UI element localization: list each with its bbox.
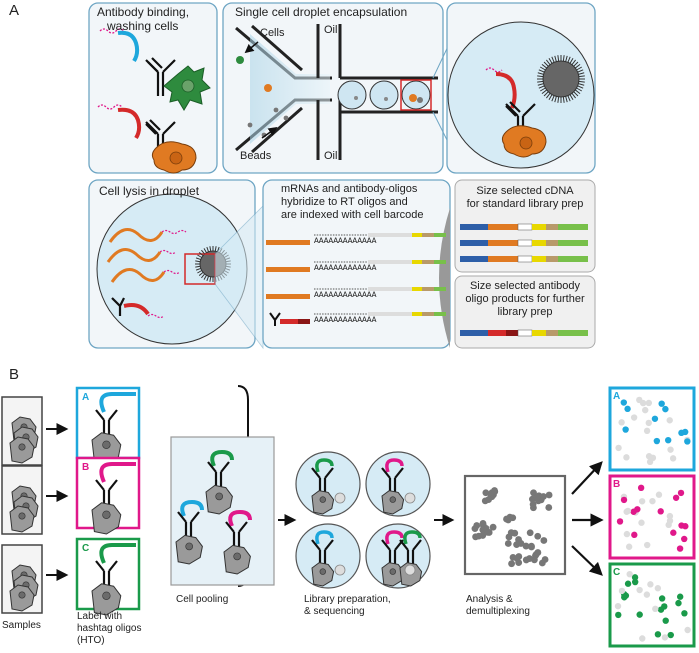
samples-label: Samples [2,620,41,631]
panel-b-letter: B [9,366,20,383]
analysis-plot [463,474,567,576]
out-letter-a: A [613,391,621,402]
hto-labeling-boxes [75,386,141,616]
droplet-zoom-panel [432,2,596,174]
hybridize-line2: hybridize to RT oligos and [281,196,408,208]
analysis-line2: demultiplexing [466,606,530,617]
cells-label: Cells [260,27,285,39]
cdna-products [460,223,588,263]
beads-label: Beads [240,150,272,162]
cell-pooling-label: Cell pooling [176,594,229,605]
adt-line1: Size selected antibody [469,280,581,292]
hybridization-panel: AAAAAAAAAAAAA AAAAAAAAAAAAA AAAAAAAAAAAAA A… [262,179,451,349]
adt-product [460,329,588,337]
oil-bottom-label: Oil [324,150,338,162]
cdna-panel [454,179,596,273]
hto-letter-b: B [82,462,90,473]
label-hto-line2: hashtag oligos [77,623,142,634]
svg-text:AAAAAAAAAAAAA: AAAAAAAAAAAAA [314,264,377,273]
antibody-binding-line2: washing cells [107,19,179,33]
rt-oligos: AAAAAAAAAAAAA AAAAAAAAAAAAA AAAAAAAAAAAAA A… [266,233,446,326]
sample-tubes [1,396,43,614]
library-prep-line2: & sequencing [304,606,365,617]
oil-top-label: Oil [324,24,338,36]
hybridize-line1: mRNAs and antibody-oligos [281,183,418,195]
label-hto-line3: (HTO) [77,635,105,646]
adt-line2: oligo products for further [465,293,585,305]
cell-lysis-title: Cell lysis in droplet [99,184,200,198]
demultiplexed-outputs [608,386,696,648]
out-arrow-c [571,545,603,576]
hto-letter-c: C [82,543,90,554]
adt-panel [454,275,596,349]
cdna-line2: for standard library prep [466,198,584,210]
out-letter-b: B [613,479,621,490]
antibody-binding-line1: Antibody binding, [97,5,190,19]
droplet-encapsulation-panel [222,2,444,174]
sequencing-droplets [295,451,431,589]
cdna-line1: Size selected cDNA [476,185,574,197]
panel-a-letter: A [9,2,20,19]
pooled-tube [170,436,275,586]
antibody-binding-panel [88,2,218,174]
adt-line3: library prep [497,306,553,318]
svg-text:AAAAAAAAAAAAA: AAAAAAAAAAAAA [314,237,377,246]
library-prep-line1: Library preparation, [304,594,391,605]
hybridize-line3: are indexed with cell barcode [281,209,424,221]
out-arrow-a [571,461,603,495]
svg-text:AAAAAAAAAAAAA: AAAAAAAAAAAAA [314,291,377,300]
hto-letter-a: A [82,392,90,403]
out-letter-c: C [613,567,621,578]
analysis-line1: Analysis & [466,594,513,605]
droplet-encapsulation-title: Single cell droplet encapsulation [235,5,408,19]
svg-text:AAAAAAAAAAAAA: AAAAAAAAAAAAA [314,316,377,325]
label-hto-line1: Label with [77,611,123,622]
